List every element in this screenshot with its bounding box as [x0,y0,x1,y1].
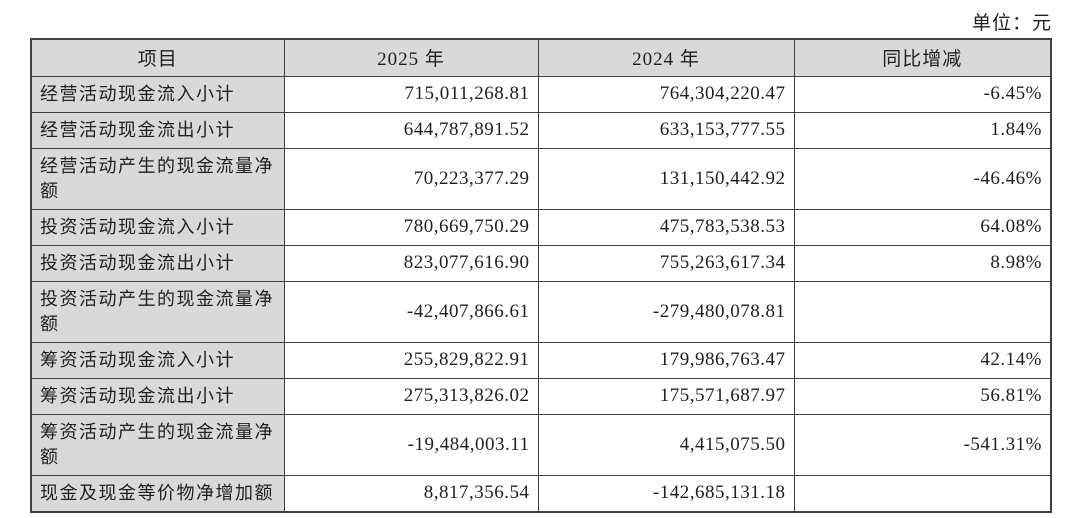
value-2025-cell: 275,313,826.02 [283,377,539,415]
value-2024-cell: -142,685,131.18 [537,474,795,512]
col-header-yoy: 同比增减 [793,38,1052,77]
yoy-change-cell: 8.98% [793,244,1052,282]
table-row: 经营活动产生的现金流量净额 70,223,377.29 131,150,442.… [30,147,1052,210]
yoy-change-cell: 42.14% [793,341,1052,379]
value-2025-cell: 644,787,891.52 [283,111,539,149]
value-2025-cell: -42,407,866.61 [283,280,539,343]
yoy-change-cell [793,474,1052,512]
row-label-cell: 经营活动产生的现金流量净额 [30,147,285,210]
table-row: 经营活动现金流出小计 644,787,891.52 633,153,777.55… [30,111,1052,149]
value-2024-cell: 755,263,617.34 [537,244,795,282]
yoy-change-cell: -541.31% [793,413,1052,476]
value-2025-cell: 70,223,377.29 [283,147,539,210]
col-header-2025: 2025 年 [283,38,539,77]
value-2025-cell: 255,829,822.91 [283,341,539,379]
yoy-change-cell: -6.45% [793,75,1052,113]
table-row: 筹资活动现金流入小计 255,829,822.91 179,986,763.47… [30,341,1052,379]
value-2024-cell: 764,304,220.47 [537,75,795,113]
table-row: 投资活动产生的现金流量净额 -42,407,866.61 -279,480,07… [30,280,1052,343]
row-label-cell: 筹资活动产生的现金流量净额 [30,413,285,476]
table-row: 投资活动现金流入小计 780,669,750.29 475,783,538.53… [30,208,1052,246]
value-2025-cell: 780,669,750.29 [283,208,539,246]
col-header-2024: 2024 年 [537,38,795,77]
row-label-cell: 投资活动现金流入小计 [30,208,285,246]
cash-flow-table: 项目 2025 年 2024 年 同比增减 经营活动现金流入小计 715,011… [30,38,1052,513]
table-header-row: 项目 2025 年 2024 年 同比增减 [30,38,1052,77]
value-2024-cell: 131,150,442.92 [537,147,795,210]
value-2024-cell: -279,480,078.81 [537,280,795,343]
yoy-change-cell [793,280,1052,343]
row-label-cell: 投资活动现金流出小计 [30,244,285,282]
row-label-cell: 筹资活动现金流出小计 [30,377,285,415]
row-label-cell: 经营活动现金流入小计 [30,75,285,113]
table-body: 经营活动现金流入小计 715,011,268.81 764,304,220.47… [30,75,1052,512]
row-label-cell: 筹资活动现金流入小计 [30,341,285,379]
yoy-change-cell: 64.08% [793,208,1052,246]
table-row: 投资活动现金流出小计 823,077,616.90 755,263,617.34… [30,244,1052,282]
yoy-change-cell: -46.46% [793,147,1052,210]
value-2024-cell: 4,415,075.50 [537,413,795,476]
yoy-change-cell: 1.84% [793,111,1052,149]
value-2024-cell: 475,783,538.53 [537,208,795,246]
value-2025-cell: 715,011,268.81 [283,75,539,113]
value-2024-cell: 175,571,687.97 [537,377,795,415]
value-2024-cell: 179,986,763.47 [537,341,795,379]
value-2025-cell: -19,484,003.11 [283,413,539,476]
row-label-cell: 经营活动现金流出小计 [30,111,285,149]
row-label-cell: 投资活动产生的现金流量净额 [30,280,285,343]
row-label-cell: 现金及现金等价物净增加额 [30,474,285,512]
unit-label: 单位：元 [971,13,1052,34]
value-2025-cell: 8,817,356.54 [283,474,539,512]
value-2024-cell: 633,153,777.55 [537,111,795,149]
col-header-item: 项目 [30,38,285,77]
table-row: 现金及现金等价物净增加额 8,817,356.54 -142,685,131.1… [30,474,1052,512]
table-row: 经营活动现金流入小计 715,011,268.81 764,304,220.47… [30,75,1052,113]
table-row: 筹资活动现金流出小计 275,313,826.02 175,571,687.97… [30,377,1052,415]
yoy-change-cell: 56.81% [793,377,1052,415]
value-2025-cell: 823,077,616.90 [283,244,539,282]
table-row: 筹资活动产生的现金流量净额 -19,484,003.11 4,415,075.5… [30,413,1052,476]
